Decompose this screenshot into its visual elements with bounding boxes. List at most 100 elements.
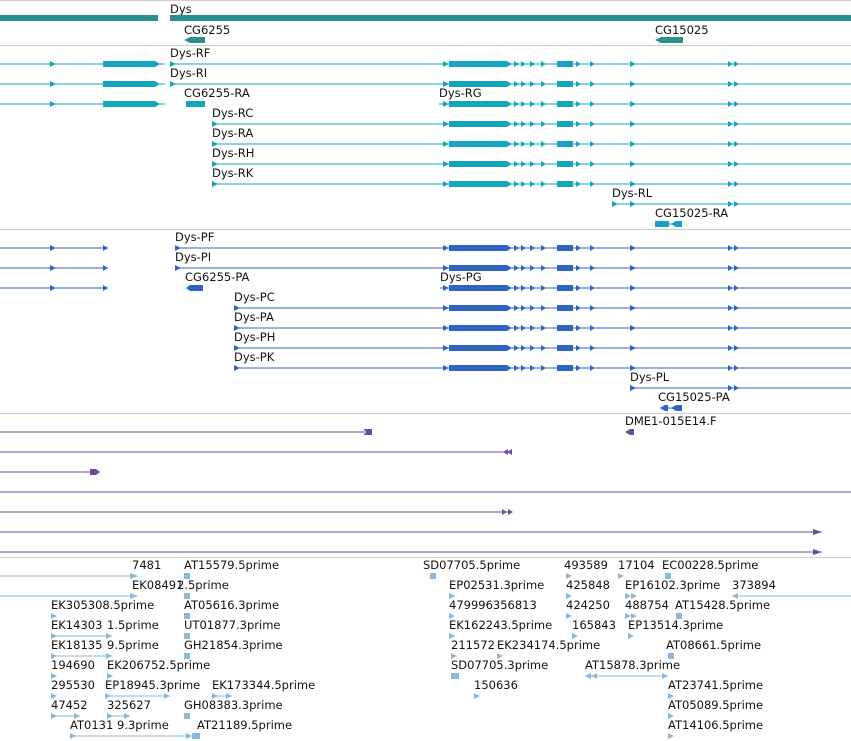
protein-label[interactable]: CG15025-PA <box>658 390 730 404</box>
est-feature[interactable] <box>668 653 674 659</box>
est-feature[interactable] <box>449 593 455 599</box>
transcript-feature[interactable] <box>0 61 165 67</box>
est-feature[interactable] <box>184 593 190 599</box>
est-feature[interactable] <box>585 673 668 679</box>
protein-feature[interactable] <box>234 325 851 331</box>
est-feature[interactable] <box>625 593 637 599</box>
protein-feature[interactable] <box>234 365 851 371</box>
est-label[interactable]: GH21854.3prime <box>184 638 283 652</box>
est-feature[interactable] <box>449 633 455 639</box>
est-feature[interactable] <box>566 613 572 619</box>
est-feature[interactable] <box>732 593 851 599</box>
est-label[interactable]: EP13514.3prime <box>628 618 723 632</box>
est-label[interactable]: EP18945.3prime <box>105 678 200 692</box>
protein-feature[interactable] <box>175 245 851 251</box>
gene-feature-dys[interactable] <box>170 15 851 21</box>
gene-label[interactable]: Dys <box>170 2 192 16</box>
protein-label[interactable]: Dys-PH <box>234 330 275 344</box>
est-label[interactable]: 150636 <box>474 678 518 692</box>
est-feature[interactable] <box>107 713 130 719</box>
gene-feature-cg6255[interactable] <box>184 37 205 43</box>
est-feature[interactable] <box>628 633 634 639</box>
est-label[interactable]: SD07705.5prime <box>423 558 520 572</box>
est-feature[interactable] <box>451 653 457 659</box>
est-feature[interactable] <box>184 573 190 579</box>
est-label[interactable]: 165843 <box>572 618 616 632</box>
transcript-feature[interactable] <box>212 121 851 127</box>
gene-feature-cg15025[interactable] <box>655 37 683 43</box>
est-label[interactable]: 2.5prime <box>177 578 229 592</box>
est-label[interactable]: EK305308.5prime <box>51 598 154 612</box>
est-feature[interactable] <box>51 653 112 659</box>
transcript-feature[interactable] <box>186 101 205 107</box>
gene-label[interactable]: CG15025 <box>655 23 709 37</box>
est-label[interactable]: EK14303 <box>51 618 102 632</box>
est-feature[interactable] <box>668 693 674 699</box>
transcript-feature[interactable] <box>439 101 851 107</box>
est-label[interactable]: AT08661.5prime <box>666 638 761 652</box>
protein-feature[interactable] <box>440 285 851 291</box>
cdna-feature[interactable] <box>0 429 372 435</box>
est-label[interactable]: AT21189.5prime <box>197 718 292 732</box>
est-feature[interactable] <box>105 693 170 699</box>
est-label[interactable]: 493589 <box>564 558 608 572</box>
est-feature[interactable] <box>184 613 190 619</box>
est-feature[interactable] <box>184 713 190 719</box>
transcript-feature[interactable] <box>0 81 165 87</box>
protein-feature[interactable] <box>0 265 108 271</box>
est-label[interactable]: 7481 <box>132 558 161 572</box>
est-label[interactable]: 295530 <box>51 678 95 692</box>
est-label[interactable]: AT14106.5prime <box>668 718 763 732</box>
transcript-label[interactable]: Dys-RK <box>212 166 254 180</box>
est-feature[interactable] <box>212 693 232 699</box>
est-label[interactable]: AT15428.5prime <box>675 598 770 612</box>
est-feature[interactable] <box>184 653 190 659</box>
cdna-feature[interactable] <box>0 449 512 455</box>
est-feature[interactable] <box>51 613 57 619</box>
transcript-label[interactable]: Dys-RC <box>212 106 253 120</box>
est-feature[interactable] <box>51 633 112 639</box>
est-label[interactable]: EK234174.5prime <box>497 638 600 652</box>
est-label[interactable]: GH08383.3prime <box>184 698 283 712</box>
protein-feature[interactable] <box>234 305 851 311</box>
est-label[interactable]: 425848 <box>566 578 610 592</box>
est-label[interactable]: AT15878.3prime <box>585 658 680 672</box>
est-label[interactable]: AT0131 <box>70 718 113 732</box>
est-feature[interactable] <box>107 673 113 679</box>
protein-label[interactable]: Dys-PL <box>630 370 670 384</box>
est-feature[interactable] <box>474 693 480 699</box>
protein-label[interactable]: CG6255-PA <box>185 270 250 284</box>
est-feature[interactable] <box>51 673 57 679</box>
est-feature[interactable] <box>566 573 572 579</box>
est-label[interactable]: EK08491 <box>132 578 183 592</box>
transcript-label[interactable]: CG6255-RA <box>184 86 250 100</box>
est-label[interactable]: AT23741.5prime <box>668 678 763 692</box>
est-label[interactable]: AT05616.3prime <box>184 598 279 612</box>
est-label[interactable]: 1.5prime <box>107 618 159 632</box>
transcript-feature[interactable] <box>212 141 851 147</box>
est-label[interactable]: EP02531.3prime <box>449 578 544 592</box>
transcript-label[interactable]: Dys-RA <box>212 126 253 140</box>
est-label[interactable]: 17104 <box>618 558 655 572</box>
est-label[interactable]: 9.5prime <box>107 638 159 652</box>
est-label[interactable]: 211572 <box>451 638 495 652</box>
protein-feature[interactable] <box>234 345 851 351</box>
est-feature[interactable] <box>676 613 682 619</box>
transcript-feature[interactable] <box>212 181 851 187</box>
protein-feature[interactable] <box>186 285 203 291</box>
protein-feature[interactable] <box>0 245 108 251</box>
est-label[interactable]: EK173344.5prime <box>212 678 315 692</box>
est-label[interactable]: 488754 <box>625 598 669 612</box>
est-feature[interactable] <box>0 593 138 599</box>
transcript-label[interactable]: Dys-RG <box>439 86 482 100</box>
transcript-label[interactable]: Dys-RH <box>212 146 254 160</box>
est-feature[interactable] <box>51 693 57 699</box>
est-label[interactable]: 373894 <box>732 578 776 592</box>
cdna-label[interactable]: DME1-015E14.F <box>625 414 717 428</box>
transcript-feature[interactable] <box>612 201 851 207</box>
est-label[interactable]: EP16102.3prime <box>625 578 720 592</box>
est-label[interactable]: SD07705.3prime <box>451 658 548 672</box>
protein-feature[interactable] <box>660 405 682 411</box>
est-feature[interactable] <box>665 573 671 579</box>
est-feature[interactable] <box>668 733 674 739</box>
